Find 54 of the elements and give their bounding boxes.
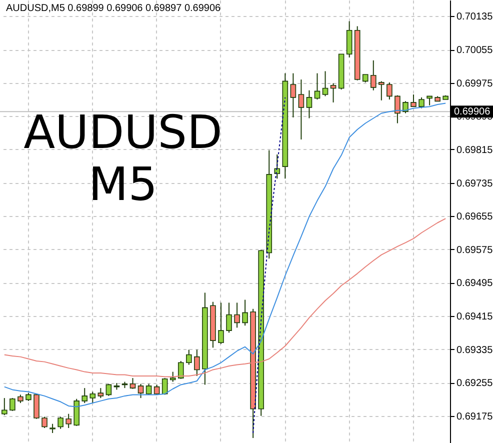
candlestick (186, 349, 192, 366)
y-tick-label: 0.69735 (456, 178, 493, 190)
candlestick (58, 416, 64, 430)
y-tick-label: 0.69655 (456, 212, 493, 223)
candlestick (234, 302, 240, 328)
candlestick (298, 79, 304, 140)
candlestick (226, 302, 232, 334)
candlestick (178, 360, 184, 380)
y-tick-label: 0.69575 (456, 244, 493, 256)
candlestick (10, 398, 16, 412)
candlestick (322, 70, 328, 97)
candlestick (218, 302, 224, 344)
y-tick-label: 0.69495 (456, 278, 493, 290)
candlestick (242, 299, 248, 326)
candlestick (130, 378, 136, 390)
candlestick (34, 393, 40, 420)
y-tick-label: 0.69815 (456, 144, 493, 156)
candlestick (346, 20, 352, 58)
line-series (252, 96, 286, 434)
candlestick (386, 82, 392, 100)
candlestick (290, 72, 296, 118)
candlestick (90, 391, 96, 404)
candlestick (82, 388, 88, 404)
candlestick (418, 96, 424, 109)
y-tick-label: 0.69175 (456, 411, 493, 422)
candlestick (42, 416, 48, 429)
chart-title: AUDUSD,M5 0.69899 0.69906 0.69897 0.69906 (6, 3, 222, 14)
candlestick (106, 383, 112, 396)
candlestick (394, 94, 400, 124)
y-tick-label: 0.70055 (456, 45, 493, 56)
candlestick (138, 383, 144, 399)
candlestick (330, 82, 336, 103)
y-tick-label: 0.69255 (456, 378, 493, 390)
candlestick (162, 378, 168, 396)
candlestick (314, 72, 320, 100)
y-tick-label: 0.70135 (456, 12, 493, 23)
y-tick-label: 0.69975 (456, 78, 493, 90)
ref-line-label: 0.69906 (454, 106, 491, 118)
candlestick (274, 154, 280, 180)
candlestick (426, 96, 432, 106)
candlestick (50, 423, 56, 434)
candlestick (410, 94, 416, 108)
candlestick (170, 371, 176, 382)
candlestick (306, 90, 312, 119)
candlestick (2, 398, 8, 416)
candlestick (370, 60, 376, 91)
candlestick (66, 413, 72, 429)
candlestick (98, 388, 104, 399)
annotation: AUDUSD M5 (24, 105, 222, 211)
y-tick-label: 0.69415 (456, 312, 493, 323)
y-tick-label: 0.69335 (456, 344, 493, 356)
candlestick (402, 100, 408, 114)
candlestick (194, 349, 200, 376)
candlestick (378, 80, 384, 101)
